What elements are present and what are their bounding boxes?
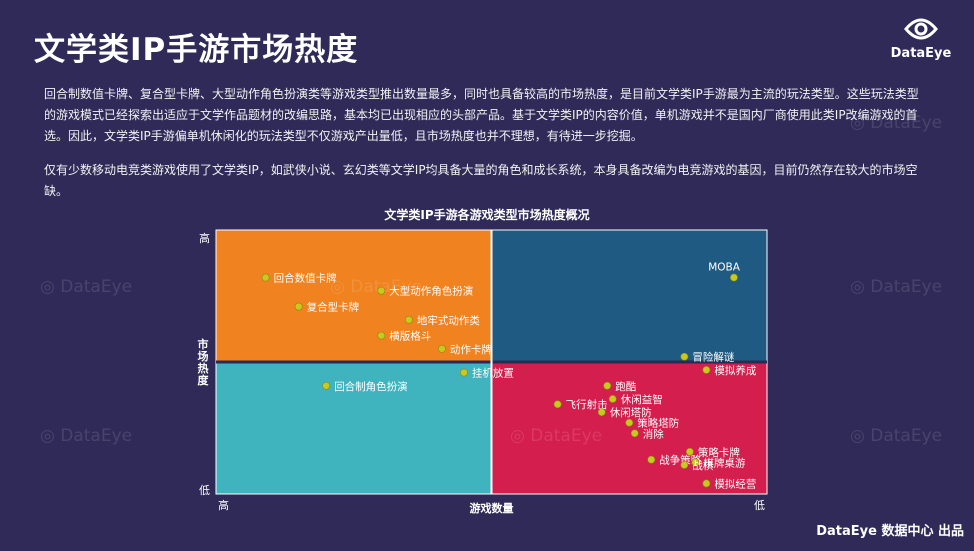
- point-label: 大型动作角色扮演: [389, 285, 473, 298]
- y-axis-label: 热: [198, 361, 209, 375]
- x-tick-high: 高: [218, 498, 229, 512]
- data-point: [608, 395, 617, 403]
- data-point: [322, 381, 331, 390]
- point-label: 回合制角色扮演: [334, 380, 408, 393]
- point-label: 飞行射击: [566, 398, 608, 411]
- logo-text: DataEye: [890, 46, 952, 61]
- page-title: 文学类IP手游市场热度: [34, 32, 359, 68]
- point-label: 地牢式动作类: [417, 314, 480, 327]
- chart-title: 文学类IP手游各游戏类型市场热度概况: [384, 208, 590, 222]
- point-label: 冒险解谜: [692, 351, 734, 364]
- point-label: 战争策略: [659, 454, 701, 467]
- point-label: 消除: [643, 427, 664, 440]
- data-point: [603, 381, 612, 390]
- data-point: [553, 400, 562, 409]
- watermark: ◎ DataEye: [850, 113, 942, 133]
- y-tick-high: 高: [199, 231, 210, 245]
- data-point: [294, 302, 303, 311]
- quadrant-top-right: [491, 230, 767, 362]
- point-label: 横版格斗: [389, 330, 431, 343]
- data-point: [261, 273, 270, 282]
- intro-paragraph: 回合制数值卡牌、复合型卡牌、大型动作角色扮演类等游戏类型推出数量最多，同时也具备…: [44, 87, 919, 143]
- point-label: 模拟养成: [714, 364, 756, 377]
- watermark: ◎ DataEye: [40, 277, 132, 297]
- esports-paragraph: 仅有少数移动电竞类游戏使用了文学类IP，如武侠小说、玄幻类等文学IP均具备大量的…: [44, 163, 918, 198]
- point-label: 战棋: [692, 459, 713, 472]
- eye-icon: [904, 18, 938, 40]
- watermark: ◎ DataEye: [40, 426, 132, 446]
- point-label: 棋牌桌游: [703, 456, 745, 469]
- point-label: 回合数值卡牌: [274, 272, 337, 285]
- point-label: 休闲塔防: [610, 406, 652, 419]
- point-label: 休闲益智: [621, 393, 663, 406]
- point-label: 跑酷: [615, 380, 636, 393]
- dataeye-logo: DataEye: [890, 14, 952, 61]
- data-point: [630, 429, 639, 438]
- data-point: [680, 352, 689, 361]
- data-point: [377, 286, 386, 295]
- data-point: [702, 479, 711, 488]
- y-axis-label: 场: [198, 349, 209, 363]
- data-point: [404, 315, 413, 324]
- y-tick-low: 低: [199, 484, 210, 497]
- point-label: 策略塔防: [637, 417, 679, 430]
- quadrant-bottom-left: [216, 362, 492, 494]
- point-label: MOBA: [708, 262, 741, 274]
- data-point: [647, 455, 656, 464]
- y-axis-label: 市: [198, 337, 209, 351]
- data-point: [691, 458, 700, 467]
- quadrant-top-left: [216, 230, 492, 362]
- watermark: ◎ DataEye: [850, 277, 942, 297]
- footer-credit: DataEye 数据中心 出品: [816, 524, 964, 539]
- watermark: ◎ DataEye: [330, 277, 422, 297]
- x-axis-label: 游戏数量: [470, 501, 514, 515]
- data-point: [377, 331, 386, 340]
- point-label: 挂机放置: [472, 367, 514, 380]
- watermark: ◎ DataEye: [850, 426, 942, 446]
- x-tick-low: 低: [754, 499, 765, 512]
- y-axis-label: 度: [198, 373, 210, 387]
- data-point: [438, 344, 446, 353]
- data-point: [625, 418, 634, 427]
- point-label: 模拟经营: [714, 477, 756, 490]
- point-label: 动作卡牌: [450, 343, 492, 356]
- data-point: [597, 408, 606, 417]
- data-point: [685, 447, 694, 456]
- point-label: 策略卡牌: [698, 446, 740, 459]
- data-point: [730, 273, 738, 282]
- data-point: [702, 366, 711, 374]
- data-point: [680, 461, 689, 469]
- point-label: 复合型卡牌: [307, 301, 360, 314]
- quadrant-bottom-right: [491, 362, 767, 494]
- data-point: [460, 368, 468, 377]
- watermark: ◎ DataEye: [510, 426, 602, 446]
